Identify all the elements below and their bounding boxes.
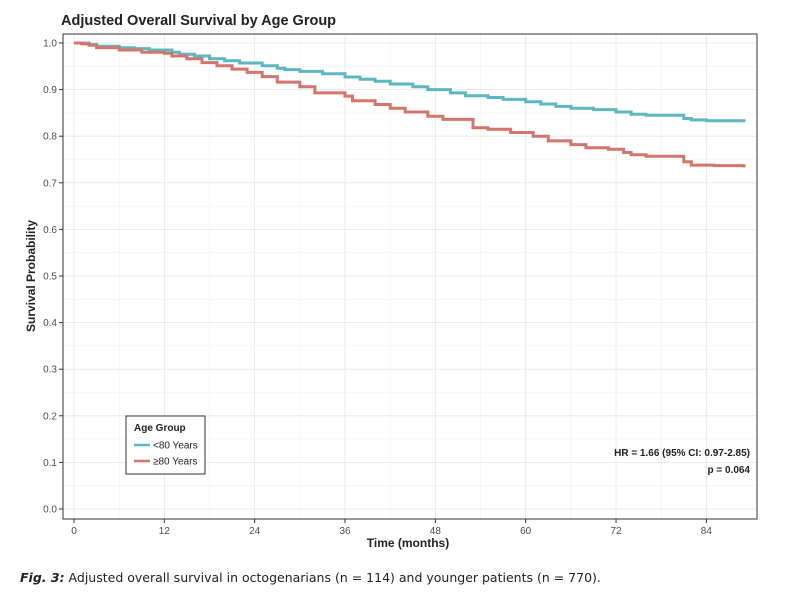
legend-title: Age Group [134, 423, 186, 434]
axes: 0.0 0.1 0.2 0.3 0.4 0.5 0.6 0.7 0.8 0.9 1.0 0 12 24 36… [43, 39, 712, 538]
series-line-1 [74, 41, 746, 168]
chart-title: Adjusted Overall Survival by Age Group [61, 13, 336, 29]
x-tick-label: 84 [701, 526, 713, 537]
y-tick-label: 0.5 [43, 272, 57, 283]
x-tick-label: 0 [71, 526, 77, 537]
y-tick-label: 0.8 [43, 132, 57, 143]
legend-label-80-plus: ≥80 Years [153, 457, 197, 468]
x-axis-label: Time (months) [367, 536, 449, 550]
y-axis-label: Survival Probability [24, 220, 38, 332]
x-tick-label: 36 [339, 526, 351, 537]
survival-chart: Adjusted Overall Survival by Age Group 0… [24, 13, 758, 550]
x-tick-label: 72 [610, 526, 622, 537]
p-value-annotation: p = 0.064 [707, 465, 750, 476]
y-tick-label: 0.9 [43, 85, 57, 96]
y-tick-label: 0.3 [43, 365, 57, 376]
y-tick-label: 0.2 [43, 411, 57, 422]
legend-label-under-80: <80 Years [153, 441, 198, 452]
series-lines [74, 41, 746, 168]
x-tick-label: 48 [430, 526, 442, 537]
x-tick-label: 60 [520, 526, 532, 537]
x-tick-label: 12 [159, 526, 171, 537]
y-tick-label: 0.6 [43, 225, 57, 236]
y-tick-label: 0.1 [43, 458, 57, 469]
legend: Age Group <80 Years ≥80 Years [125, 415, 206, 475]
x-tick-label: 24 [249, 526, 261, 537]
hazard-ratio-annotation: HR = 1.66 (95% CI: 0.97-2.85) [614, 448, 750, 459]
grid-lines [63, 34, 757, 519]
y-tick-label: 0.0 [43, 505, 57, 516]
figure-caption: Fig. 3: Adjusted overall survival in oct… [20, 570, 601, 585]
figure-caption-text: Adjusted overall survival in octogenaria… [64, 570, 601, 585]
y-tick-label: 0.7 [43, 178, 57, 189]
y-tick-label: 1.0 [43, 39, 57, 50]
y-tick-label: 0.4 [43, 318, 57, 329]
figure-label: Fig. 3: [20, 570, 65, 585]
